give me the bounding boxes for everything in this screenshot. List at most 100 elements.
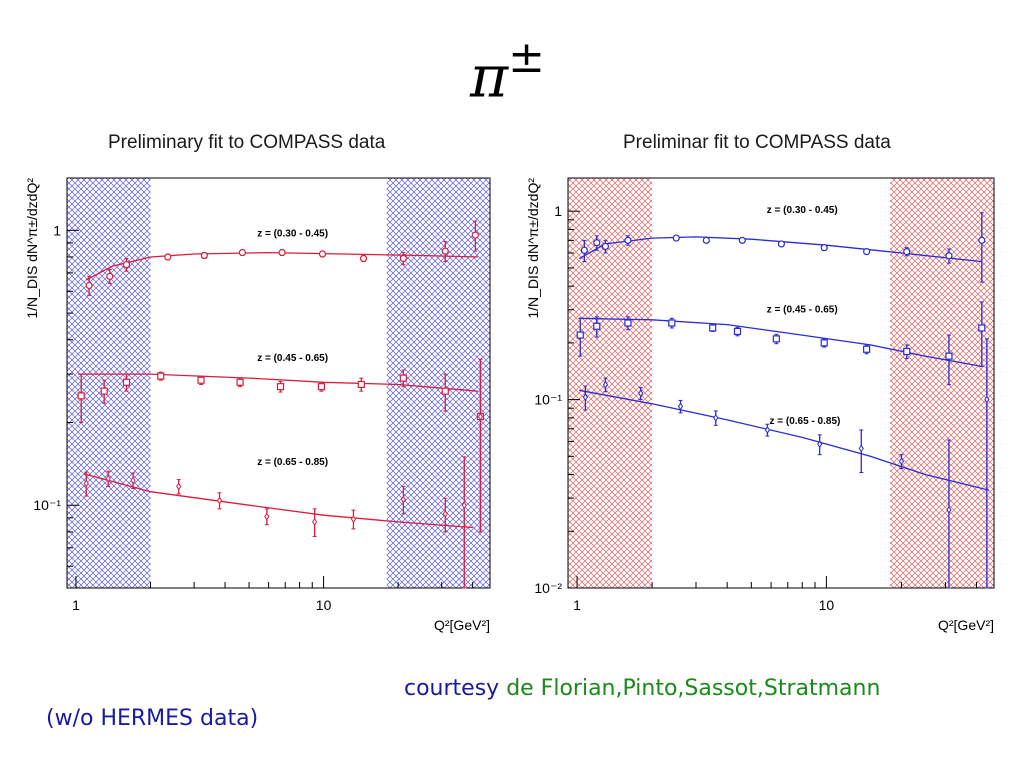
data-point-diamond bbox=[400, 495, 406, 504]
fit-curve bbox=[84, 473, 473, 529]
excluded-region-band bbox=[890, 178, 994, 588]
fit-curve bbox=[78, 373, 478, 392]
data-point-diamond bbox=[216, 496, 223, 505]
data-point-circle bbox=[945, 252, 953, 260]
data-point-square bbox=[236, 378, 244, 386]
data-point-square bbox=[978, 324, 986, 332]
data-point-square bbox=[317, 383, 326, 391]
pi-symbol: π bbox=[470, 42, 509, 111]
x-axis-label: Q²[GeV²] bbox=[938, 617, 994, 633]
data-point-circle bbox=[777, 240, 785, 248]
left-chart: 1 10 1 10⁻¹ Q²[GeV²] 1/N_DIS dN^π±/dzdQ² z = (… bbox=[24, 177, 491, 633]
data-point-square bbox=[593, 322, 601, 330]
data-point-diamond bbox=[984, 395, 990, 404]
data-point-square bbox=[276, 383, 285, 391]
data-point-circle bbox=[672, 234, 680, 242]
data-point-diamond bbox=[350, 515, 357, 524]
data-point-diamond bbox=[764, 426, 771, 434]
data-point-diamond bbox=[130, 476, 136, 485]
plus-minus-sup: ± bbox=[508, 32, 545, 83]
data-point-square bbox=[624, 319, 632, 327]
x-tick-label: 1 bbox=[72, 597, 80, 613]
data-point-circle bbox=[820, 244, 828, 252]
data-point-diamond bbox=[677, 402, 684, 411]
right-chart-title: Preliminar fit to COMPASS data bbox=[623, 132, 891, 153]
data-point-square bbox=[576, 331, 584, 339]
data-point-diamond bbox=[83, 479, 89, 488]
data-point-square bbox=[863, 345, 871, 353]
data-point-circle bbox=[863, 248, 871, 256]
right-chart: 1 10 1 10⁻¹ 10⁻² Q²[GeV²] 1/N_DIS dN^π±/dzdQ² z… bbox=[525, 177, 995, 633]
y-tick-label: 10⁻¹ bbox=[534, 392, 562, 408]
fit-curve bbox=[85, 251, 478, 281]
series-label: z = (0.30 - 0.45) bbox=[257, 228, 328, 239]
data-point-diamond bbox=[946, 505, 952, 514]
data-point-diamond bbox=[582, 393, 588, 402]
y-tick-label: 10⁻¹ bbox=[33, 497, 61, 513]
data-point-circle bbox=[238, 248, 246, 257]
data-point-diamond bbox=[898, 457, 905, 466]
data-point-square bbox=[820, 339, 828, 347]
data-point-square bbox=[357, 380, 365, 389]
data-point-diamond bbox=[442, 510, 448, 518]
data-point-square bbox=[441, 387, 449, 395]
plot-frame bbox=[66, 177, 491, 589]
fit-curve bbox=[579, 389, 990, 491]
data-point-square bbox=[709, 324, 717, 332]
data-point-circle bbox=[85, 281, 93, 290]
data-point-square bbox=[733, 327, 742, 336]
data-point-square bbox=[157, 372, 165, 380]
y-axis-label: 1/N_DIS dN^π±/dzdQ² bbox=[525, 178, 541, 319]
excluded-region-band bbox=[67, 178, 151, 588]
data-point-diamond bbox=[312, 517, 318, 526]
data-point-circle bbox=[738, 236, 746, 244]
x-tick-label: 1 bbox=[573, 597, 581, 613]
data-point-diamond bbox=[461, 501, 467, 510]
data-point-square bbox=[122, 378, 131, 386]
series-label: z = (0.65 - 0.85) bbox=[257, 457, 328, 468]
data-point-square bbox=[668, 319, 676, 327]
series-label: z = (0.30 - 0.45) bbox=[767, 205, 838, 216]
data-point-diamond bbox=[638, 389, 644, 398]
data-point-square bbox=[77, 392, 85, 400]
excluded-region-band bbox=[568, 178, 653, 588]
excluded-region-band bbox=[386, 178, 490, 588]
data-point-circle bbox=[441, 247, 449, 255]
data-point-circle bbox=[903, 248, 911, 256]
data-point-circle bbox=[122, 261, 131, 269]
data-point-circle bbox=[471, 231, 479, 239]
series-label: z = (0.45 - 0.65) bbox=[767, 304, 838, 315]
courtesy-names: de Florian,Pinto,Sassot,Stratmann bbox=[506, 676, 881, 701]
data-point-circle bbox=[399, 254, 407, 263]
data-point-diamond bbox=[713, 413, 719, 422]
data-point-square bbox=[772, 335, 780, 343]
data-point-circle bbox=[978, 236, 986, 244]
courtesy-prefix: courtesy bbox=[404, 676, 500, 701]
data-point-circle bbox=[359, 254, 368, 263]
data-point-circle bbox=[624, 236, 632, 244]
data-point-diamond bbox=[264, 512, 270, 521]
x-axis-label: Q²[GeV²] bbox=[434, 617, 490, 633]
data-point-diamond bbox=[105, 474, 111, 483]
data-point-square bbox=[399, 374, 407, 382]
data-point-circle bbox=[106, 272, 114, 280]
data-point-circle bbox=[593, 239, 601, 247]
data-point-diamond bbox=[477, 412, 484, 421]
x-tick-label: 10 bbox=[316, 597, 332, 613]
data-point-circle bbox=[278, 248, 286, 257]
data-point-diamond bbox=[858, 444, 864, 453]
fit-curve bbox=[579, 317, 982, 368]
series-label: z = (0.45 - 0.65) bbox=[257, 353, 328, 364]
data-point-circle bbox=[318, 250, 327, 258]
data-point-circle bbox=[702, 236, 710, 244]
data-point-square bbox=[100, 387, 108, 395]
courtesy-line: courtesy de Florian,Pinto,Sassot,Stratma… bbox=[404, 676, 880, 701]
data-point-circle bbox=[601, 242, 610, 251]
footnote: (w/o HERMES data) bbox=[46, 706, 259, 731]
y-tick-label: 10⁻² bbox=[534, 580, 562, 596]
data-point-circle bbox=[580, 246, 588, 254]
data-point-circle bbox=[164, 253, 172, 261]
y-axis-label: 1/N_DIS dN^π±/dzdQ² bbox=[24, 178, 40, 319]
y-tick-label: 1 bbox=[554, 203, 562, 219]
data-point-square bbox=[945, 352, 953, 360]
